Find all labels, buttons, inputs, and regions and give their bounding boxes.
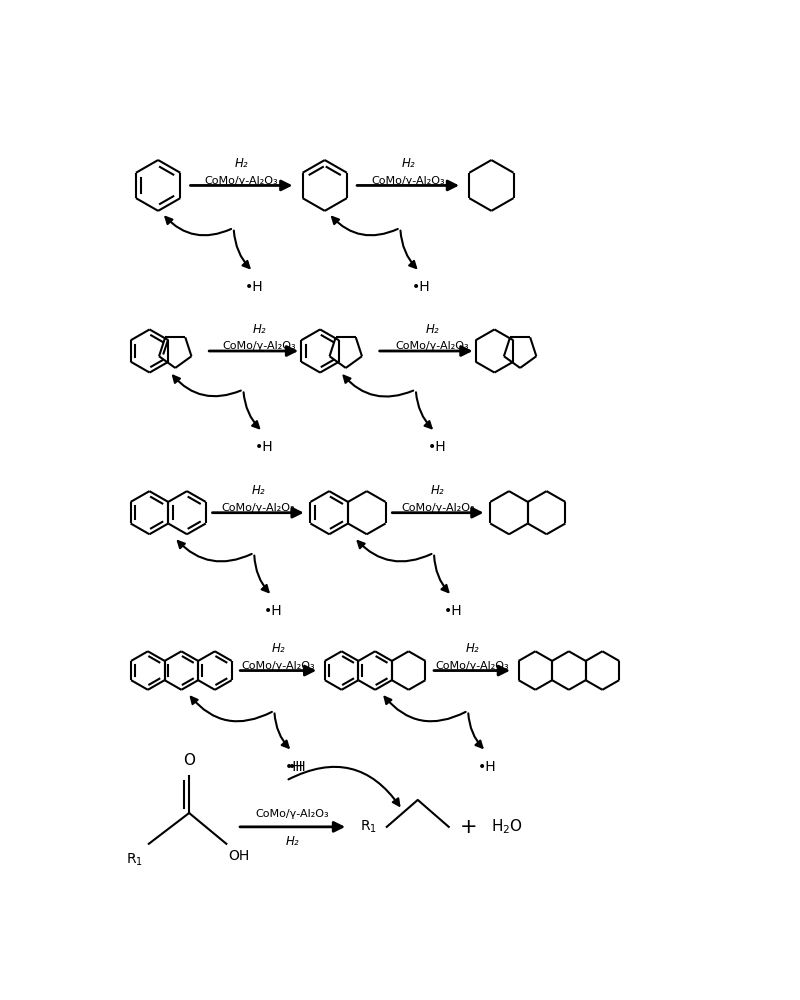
Text: •H: •H	[255, 440, 274, 454]
Text: R$_1$: R$_1$	[360, 819, 377, 835]
Text: O: O	[183, 753, 195, 768]
Text: +: +	[459, 817, 477, 837]
Text: CoMo/γ-Al₂O₃: CoMo/γ-Al₂O₃	[222, 503, 295, 513]
Text: •H: •H	[427, 440, 446, 454]
Text: H₂: H₂	[286, 835, 299, 848]
Text: CoMo/γ-Al₂O₃: CoMo/γ-Al₂O₃	[205, 176, 278, 186]
Text: CoMo/γ-Al₂O₃: CoMo/γ-Al₂O₃	[242, 661, 315, 671]
Text: R$_1$: R$_1$	[126, 852, 142, 868]
Text: •H: •H	[288, 760, 307, 774]
Text: •H: •H	[264, 604, 283, 618]
Text: •H: •H	[285, 760, 303, 774]
Text: H$_2$O: H$_2$O	[491, 818, 523, 836]
Text: CoMo/γ-Al₂O₃: CoMo/γ-Al₂O₃	[371, 176, 445, 186]
Text: OH: OH	[229, 849, 250, 863]
Text: CoMo/γ-Al₂O₃: CoMo/γ-Al₂O₃	[256, 809, 330, 819]
Text: •H: •H	[246, 280, 264, 294]
Text: H₂: H₂	[251, 484, 265, 497]
Text: CoMo/γ-Al₂O₃: CoMo/γ-Al₂O₃	[223, 341, 297, 351]
Text: H₂: H₂	[465, 642, 479, 655]
Text: H₂: H₂	[234, 157, 248, 170]
Text: H₂: H₂	[431, 484, 445, 497]
Text: H₂: H₂	[426, 323, 439, 336]
Text: H₂: H₂	[271, 642, 285, 655]
Text: •H: •H	[444, 604, 462, 618]
Text: CoMo/γ-Al₂O₃: CoMo/γ-Al₂O₃	[401, 503, 474, 513]
Text: •H: •H	[478, 760, 497, 774]
Text: •H: •H	[412, 280, 430, 294]
Text: CoMo/γ-Al₂O₃: CoMo/γ-Al₂O₃	[435, 661, 509, 671]
Text: H₂: H₂	[402, 157, 415, 170]
Text: CoMo/γ-Al₂O₃: CoMo/γ-Al₂O₃	[395, 341, 469, 351]
Text: H₂: H₂	[253, 323, 266, 336]
